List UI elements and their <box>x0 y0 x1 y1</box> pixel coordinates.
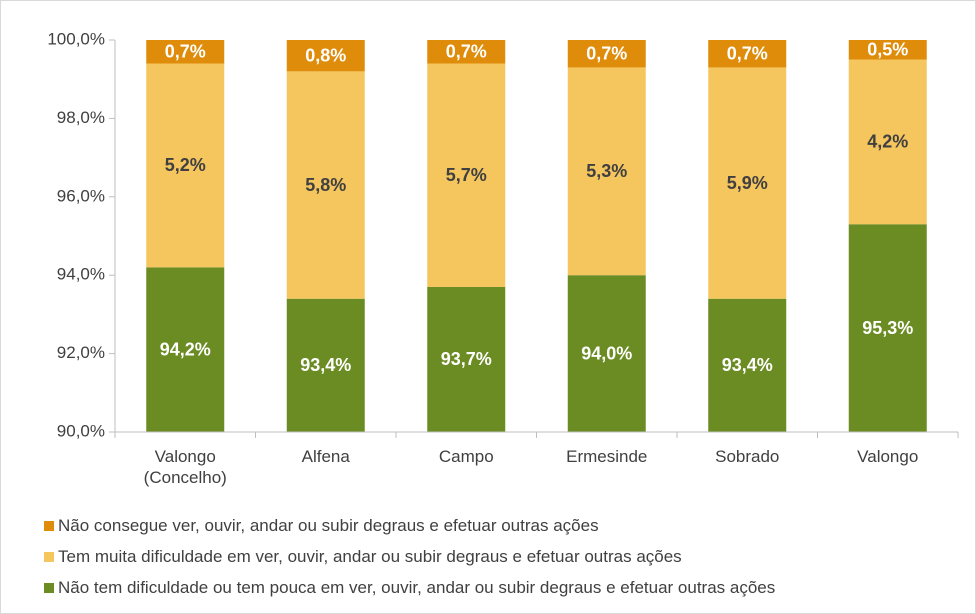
data-label: 93,7% <box>441 349 492 369</box>
data-label: 0,5% <box>867 40 908 60</box>
data-label: 0,7% <box>446 42 487 62</box>
bar-segment <box>567 40 646 68</box>
y-tick-label: 98,0% <box>57 108 105 127</box>
y-tick-label: 96,0% <box>57 186 105 205</box>
data-label: 0,7% <box>727 43 768 63</box>
bar-segment <box>427 286 506 432</box>
y-tick-label: 92,0% <box>57 343 105 362</box>
legend-item: Não consegue ver, ouvir, andar ou subir … <box>44 516 599 536</box>
data-label: 94,2% <box>160 339 211 359</box>
y-tick-label: 94,0% <box>57 265 105 284</box>
data-label: 5,8% <box>305 175 346 195</box>
legend-item: Tem muita dificuldade em ver, ouvir, and… <box>44 547 682 567</box>
data-label: 5,9% <box>727 173 768 193</box>
bar-segment <box>427 63 506 287</box>
x-tick-label: Valongo <box>857 447 919 466</box>
legend-label: Tem muita dificuldade em ver, ouvir, and… <box>58 547 682 566</box>
bar-segment <box>146 63 225 268</box>
data-label: 93,4% <box>300 355 351 375</box>
y-tick-label: 100,0% <box>47 29 105 48</box>
data-label: 0,7% <box>586 43 627 63</box>
bar-segment <box>848 224 927 432</box>
bar-segment <box>286 71 365 299</box>
x-tick-label: Sobrado <box>715 447 780 466</box>
bar-segment <box>286 40 365 72</box>
bar-segment <box>848 59 927 225</box>
x-tick-label: Campo <box>438 447 494 466</box>
legend-swatch <box>44 552 54 562</box>
x-tick-label: Alfena <box>301 447 350 466</box>
bar-segment <box>427 40 506 64</box>
data-label: 93,4% <box>722 355 773 375</box>
data-label: 0,7% <box>165 42 206 62</box>
x-tick-label: Ermesinde <box>566 447 648 466</box>
data-label: 5,7% <box>446 165 487 185</box>
bar-segment <box>848 40 927 60</box>
data-label: 95,3% <box>862 318 913 338</box>
data-label: 0,8% <box>305 45 346 65</box>
bar-segment <box>708 67 787 299</box>
legend-swatch <box>44 583 54 593</box>
bar-segment <box>146 40 225 64</box>
data-label: 4,2% <box>867 132 908 152</box>
bar-segment <box>708 40 787 68</box>
bar-segment <box>567 275 646 432</box>
legend-swatch <box>44 521 54 531</box>
bar-segment <box>708 298 787 432</box>
legend-label: Não tem dificuldade ou tem pouca em ver,… <box>58 578 776 597</box>
bar-segment <box>286 298 365 432</box>
bar-segment <box>567 67 646 276</box>
data-label: 5,3% <box>586 161 627 181</box>
plot-area <box>146 40 927 432</box>
data-label: 94,0% <box>581 343 632 363</box>
y-tick-label: 90,0% <box>57 421 105 440</box>
legend-item: Não tem dificuldade ou tem pouca em ver,… <box>44 578 775 598</box>
bar-segment <box>146 267 225 432</box>
x-tick-label: Valongo (Concelho) <box>143 447 227 487</box>
legend-label: Não consegue ver, ouvir, andar ou subir … <box>58 516 599 535</box>
data-label: 5,2% <box>165 155 206 175</box>
